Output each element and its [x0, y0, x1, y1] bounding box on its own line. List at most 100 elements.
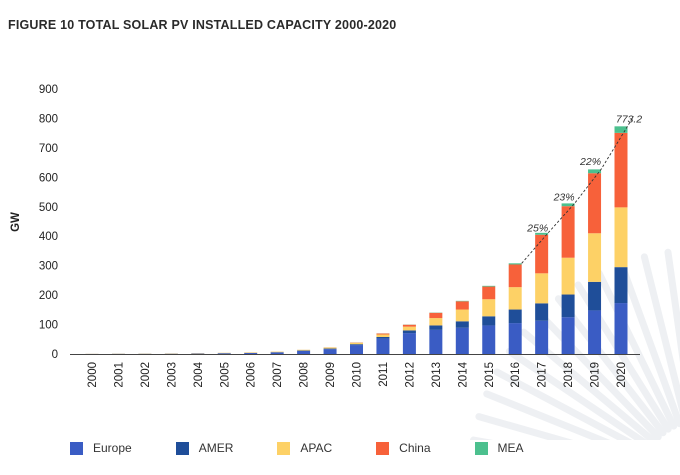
- sunburst-ray: [483, 390, 611, 440]
- legend-item-amer: AMER: [175, 441, 233, 455]
- x-tick-label: 2015: [484, 362, 496, 388]
- legend-item-apac: APAC: [277, 441, 332, 455]
- bar-segment-apac: [482, 299, 496, 317]
- bar-segment-apac: [402, 326, 416, 331]
- bar-segment-apac: [350, 342, 363, 345]
- bar-segment-apac: [376, 334, 390, 337]
- bar-segment-europe: [350, 345, 363, 354]
- y-tick-label: 800: [39, 113, 58, 125]
- bar-segment-mea: [614, 126, 628, 133]
- sunburst-ray: [554, 295, 667, 437]
- sunburst-ray: [475, 413, 574, 440]
- bar-segment-china: [376, 333, 390, 335]
- x-tick-label: 2013: [431, 362, 443, 388]
- bar-segment-apac: [561, 257, 575, 295]
- bar-segment-amer: [376, 336, 390, 339]
- legend-label: China: [399, 441, 431, 455]
- x-tick-label: 2001: [113, 362, 125, 388]
- bar-segment-europe: [455, 327, 469, 354]
- bar-segment-europe: [323, 349, 337, 354]
- legend-label: APAC: [300, 441, 333, 455]
- bar-segment-china: [455, 301, 469, 310]
- x-tick-label: 2006: [246, 362, 258, 388]
- y-axis: 0 100 200 300 400 500 600 700 800 900 GW: [10, 84, 58, 361]
- bar-segment-mea: [508, 263, 522, 265]
- legend-label: MEA: [497, 441, 524, 455]
- legend-swatch: [70, 441, 83, 455]
- growth-rate-label: 22%: [579, 156, 601, 168]
- legend-swatch: [376, 441, 390, 455]
- growth-trend-line: [521, 116, 634, 264]
- bar-segment-apac: [614, 207, 628, 268]
- bar-segment-mea: [535, 232, 549, 235]
- y-tick-label: 900: [39, 84, 58, 96]
- x-tick-label: 2009: [325, 362, 337, 388]
- sunburst-ray: [595, 269, 678, 430]
- x-tick-label: 2005: [219, 362, 231, 388]
- bar-segment-amer: [508, 309, 522, 324]
- x-tick-label: 2017: [537, 362, 549, 388]
- bar-segment-apac: [535, 273, 549, 304]
- bar-segment-china: [588, 173, 602, 234]
- sunburst-decoration: [470, 248, 680, 440]
- bar-segment-europe: [588, 310, 602, 354]
- x-axis: 2000 2001 2002 2003 2004 2005 2006 2007 2008 2009…: [70, 354, 640, 388]
- x-tick-label: 2010: [352, 362, 364, 388]
- bar-segment-europe: [217, 353, 231, 354]
- sunburst-ray: [617, 260, 680, 428]
- bar-segment-amer: [535, 303, 549, 321]
- bar-segment-mea: [588, 169, 602, 174]
- x-tick-label: 2003: [166, 362, 178, 388]
- y-tick-label: 600: [39, 172, 58, 184]
- bar-segment-europe: [402, 333, 416, 354]
- bar-segment-china: [614, 132, 628, 208]
- bar-segment-europe: [614, 303, 628, 354]
- bar-segment-apac: [455, 309, 469, 322]
- bar-segment-china: [429, 312, 443, 319]
- y-tick-label: 400: [39, 231, 58, 243]
- bar-segment-amer: [455, 321, 469, 328]
- bar-segment-amer: [482, 316, 496, 326]
- bar-segment-apac: [270, 351, 284, 353]
- x-tick-label: 2008: [299, 362, 311, 388]
- bar-segment-apac: [588, 233, 602, 282]
- bar-segment-europe: [297, 350, 311, 354]
- bar-segment-china: [561, 206, 575, 258]
- bar-segment-china: [535, 234, 549, 274]
- bar-segment-europe: [429, 329, 443, 354]
- bar-segment-amer: [402, 330, 416, 334]
- bar-segment-apac: [508, 287, 522, 310]
- bar-segment-europe: [270, 352, 284, 354]
- legend-swatch: [175, 441, 189, 455]
- y-tick-label: 200: [39, 290, 58, 302]
- y-tick-label: 300: [39, 261, 58, 273]
- bar-segment-europe: [482, 325, 496, 354]
- bar-segment-europe: [376, 338, 390, 354]
- bar-segment-china: [482, 286, 496, 300]
- y-tick-label: 500: [39, 202, 58, 214]
- y-tick-label: 0: [52, 349, 58, 361]
- x-tick-label: 2019: [590, 362, 602, 388]
- x-tick-label: 2014: [457, 361, 469, 387]
- sunburst-ray: [536, 311, 662, 440]
- bar-segment-mea: [561, 203, 575, 207]
- bar-segment-amer: [350, 344, 363, 346]
- x-tick-label: 2004: [193, 361, 205, 387]
- bar-segment-amer: [561, 294, 575, 318]
- x-tick-label: 2012: [404, 362, 416, 388]
- bar-segment-china: [402, 324, 416, 327]
- bar-segment-apac: [323, 347, 337, 349]
- chart-title: FIGURE 10 TOTAL SOLAR PV INSTALLED CAPAC…: [8, 18, 397, 32]
- growth-annotations: 25% 23% 22% 773.2: [521, 113, 642, 264]
- y-tick-label: 700: [39, 143, 58, 155]
- bar-segment-amer: [323, 348, 337, 350]
- sunburst-ray: [505, 347, 647, 440]
- x-tick-label: 2011: [378, 362, 390, 387]
- bar-segment-china: [508, 264, 522, 288]
- total-value-label: 773.2: [616, 113, 642, 125]
- bar-segment-mea: [482, 285, 496, 287]
- bar-segment-amer: [429, 325, 443, 330]
- bars: [85, 126, 628, 354]
- x-tick-label: 2018: [563, 362, 575, 388]
- x-tick-label: 2020: [616, 362, 628, 388]
